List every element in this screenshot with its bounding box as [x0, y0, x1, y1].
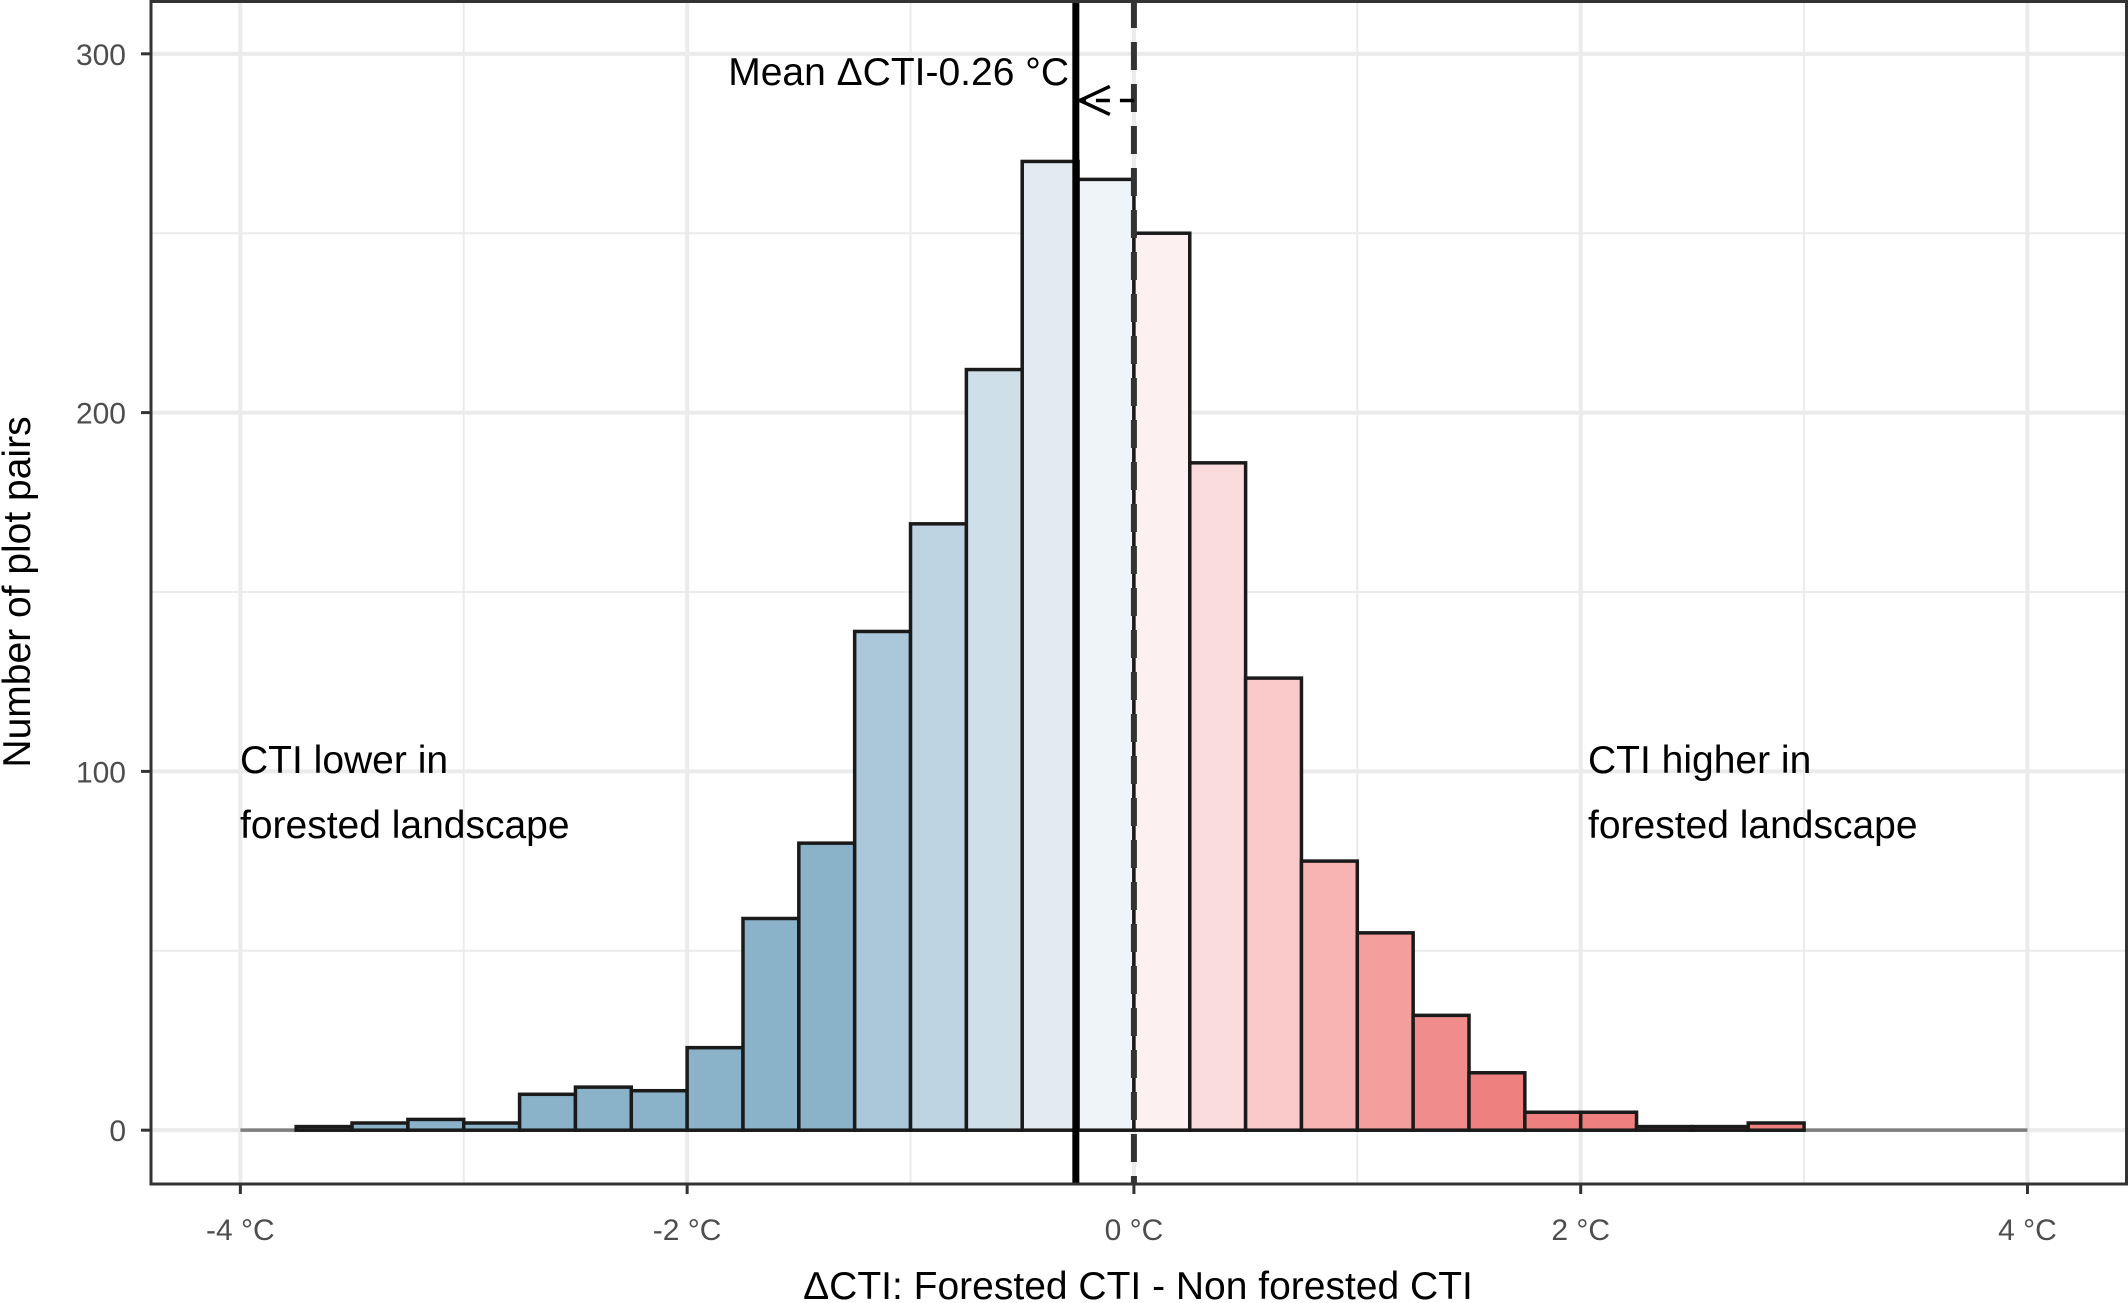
axis-ticks: -4 °C -2 °C 0 °C 2 °C 4 °C 0 100 200 300 — [76, 39, 2057, 1247]
x-tick-label: 0 °C — [1105, 1214, 1164, 1247]
histogram-bar — [1243, 676, 1304, 1132]
histogram-bar — [685, 1045, 745, 1132]
histogram-bar — [797, 841, 857, 1132]
y-tick-label: 200 — [76, 398, 126, 431]
histogram-bar — [294, 1124, 354, 1132]
x-tick-label: -2 °C — [653, 1214, 722, 1247]
reference-lines — [1072, 0, 1137, 1184]
histogram-bar — [1299, 859, 1360, 1132]
right-annotation-line1: CTI higher in — [1588, 739, 1811, 782]
histogram-bar — [1634, 1124, 1695, 1132]
x-tick-label: -4 °C — [206, 1214, 275, 1247]
mean-annotation: Mean ΔCTI-0.26 °C — [728, 51, 1069, 94]
left-annotation-line1: CTI lower in — [240, 739, 448, 782]
histogram-bar — [1746, 1121, 1806, 1132]
panel-border-group — [149, 0, 2128, 1186]
histogram-bar — [629, 1088, 689, 1132]
histogram-bar — [964, 367, 1024, 1132]
histogram-bar — [406, 1117, 466, 1132]
x-axis-title: ΔCTI: Forested CTI - Non forested CTI — [803, 1265, 1473, 1303]
histogram-bar — [1188, 461, 1248, 1132]
histogram-bar — [1523, 1110, 1583, 1132]
x-tick-label: 4 °C — [1998, 1214, 2057, 1247]
histogram-bar — [1467, 1071, 1527, 1132]
histogram-bars — [294, 159, 1806, 1132]
histogram-bar — [350, 1121, 410, 1132]
y-axis-title: Number of plot pairs — [0, 416, 39, 767]
histogram-bar — [908, 522, 969, 1132]
panel-border — [149, 0, 2128, 1186]
histogram-bar — [517, 1092, 578, 1132]
y-tick-label: 100 — [76, 756, 126, 789]
histogram-bar — [573, 1085, 634, 1132]
histogram-bar — [741, 916, 801, 1132]
histogram-bar — [461, 1121, 522, 1132]
y-tick-label: 0 — [109, 1115, 126, 1148]
histogram-bar — [1578, 1110, 1639, 1132]
histogram-bar — [852, 629, 913, 1132]
mean-arrow-head — [1075, 84, 1111, 117]
y-tick-label: 300 — [76, 39, 126, 72]
x-tick-label: 2 °C — [1551, 1214, 1610, 1247]
histogram-bar — [1411, 1013, 1471, 1132]
histogram-bar — [1132, 231, 1192, 1132]
histogram-bar — [1076, 177, 1136, 1132]
histogram-bar — [1355, 931, 1415, 1132]
histogram-bar — [1020, 159, 1080, 1132]
histogram-bar — [1690, 1124, 1750, 1132]
left-annotation-line2: forested landscape — [240, 804, 570, 847]
right-annotation-line2: forested landscape — [1588, 804, 1918, 847]
